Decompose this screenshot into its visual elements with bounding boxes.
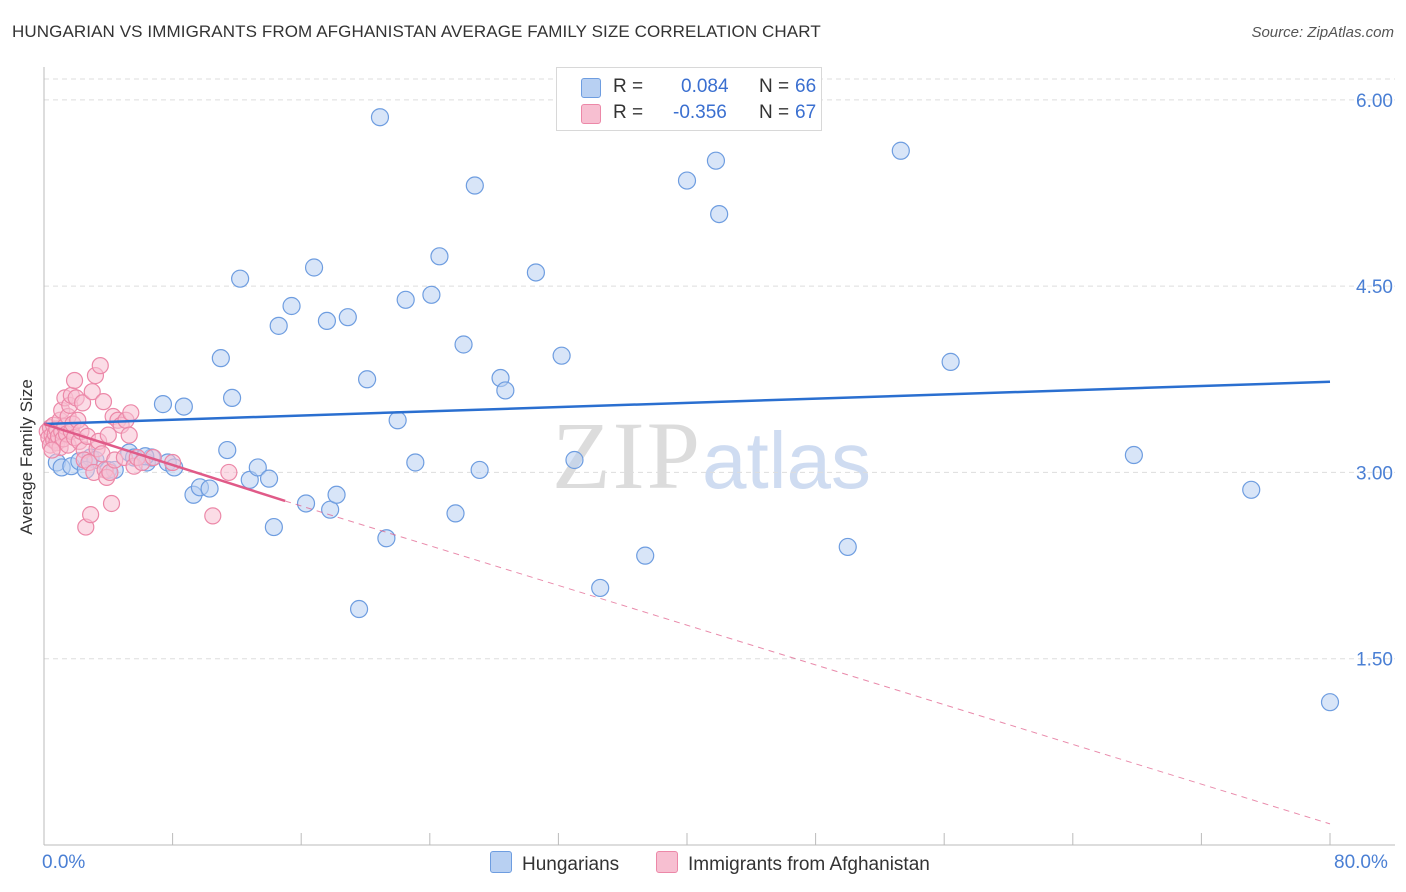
point-hungarians (338, 308, 357, 327)
legend-r-label: R = (613, 76, 644, 97)
point-hungarians (838, 537, 857, 557)
point-hungarians (677, 171, 697, 190)
point-afghanistan (94, 393, 113, 411)
point-hungarians (430, 247, 449, 266)
bottom-legend-label-afghanistan: Immigrants from Afghanistan (688, 854, 930, 875)
legend-n-value: 67 (795, 102, 817, 123)
point-hungarians (259, 469, 279, 488)
trend-line-extrapolated-afghanistan (284, 500, 1331, 825)
point-hungarians (1124, 445, 1143, 465)
point-hungarians (370, 108, 390, 127)
point-hungarians (446, 504, 465, 523)
legend-r-value: 0.084 (681, 76, 729, 97)
point-hungarians (269, 316, 288, 335)
point-hungarians (358, 370, 377, 389)
x-tick-label-min: 0.0% (42, 852, 86, 873)
point-hungarians (200, 479, 219, 498)
point-hungarians (327, 485, 346, 504)
y-tick-label: 3.00 (1356, 463, 1393, 484)
point-hungarians (591, 578, 610, 598)
point-hungarians (264, 517, 283, 537)
trend-line-hungarians (43, 380, 1331, 426)
legend-n-label: N = (759, 76, 790, 97)
point-hungarians (153, 395, 173, 414)
point-hungarians (941, 352, 960, 371)
point-hungarians (710, 204, 729, 224)
bottom-legend-label-hungarians: Hungarians (522, 854, 620, 875)
legend-swatch-afghanistan (581, 104, 601, 124)
chart-title: HUNGARIAN VS IMMIGRANTS FROM AFGHANISTAN… (12, 22, 821, 41)
bottom-legend-swatch-afghanistan (656, 851, 678, 873)
point-afghanistan (83, 383, 101, 401)
point-hungarians (174, 397, 193, 416)
point-hungarians (465, 176, 484, 195)
legend-n-label: N = (759, 102, 790, 123)
legend-n-value: 66 (795, 76, 817, 97)
point-afghanistan (122, 404, 140, 422)
point-afghanistan (82, 506, 100, 524)
point-hungarians (396, 290, 415, 309)
legend-swatch-hungarians (581, 78, 601, 98)
correlation-legend: R = 0.084 N = 66 R = -0.356 N = 67 (556, 67, 822, 131)
point-afghanistan (204, 507, 222, 525)
point-afghanistan (91, 357, 109, 375)
point-hungarians (349, 599, 369, 619)
legend-r-label: R = (613, 102, 644, 123)
y-tick-label: 1.50 (1356, 650, 1393, 671)
point-hungarians (231, 269, 250, 288)
point-hungarians (422, 285, 441, 304)
watermark-atlas: atlas (702, 416, 871, 505)
trend-line-afghanistan (43, 422, 286, 503)
source-label: Source: ZipAtlas.com (1251, 24, 1394, 41)
point-hungarians (565, 450, 584, 470)
point-afghanistan (43, 441, 61, 459)
bottom-legend-swatch-hungarians (490, 851, 512, 873)
point-afghanistan (65, 371, 84, 390)
point-hungarians (304, 258, 324, 277)
point-hungarians (496, 381, 515, 400)
point-hungarians (526, 263, 545, 282)
point-hungarians (406, 453, 425, 472)
point-hungarians (636, 546, 655, 565)
point-hungarians (317, 311, 337, 331)
point-hungarians (1242, 480, 1261, 499)
point-afghanistan (102, 494, 121, 513)
point-hungarians (470, 460, 489, 480)
point-hungarians (222, 388, 242, 408)
x-tick-label-max: 80.0% (1334, 852, 1388, 873)
point-hungarians (1320, 693, 1340, 712)
point-hungarians (248, 458, 267, 477)
point-afghanistan (120, 426, 138, 444)
point-hungarians (377, 529, 396, 548)
point-hungarians (218, 440, 237, 460)
point-hungarians (296, 494, 316, 513)
y-tick-label: 4.50 (1356, 277, 1393, 298)
y-tick-label: 6.00 (1356, 91, 1393, 112)
point-hungarians (388, 411, 407, 430)
point-afghanistan (73, 394, 92, 412)
point-hungarians (706, 151, 726, 170)
point-hungarians (891, 141, 910, 160)
legend-r-value: -0.356 (673, 102, 727, 123)
point-hungarians (552, 346, 571, 365)
point-hungarians (211, 349, 230, 368)
point-afghanistan (99, 426, 117, 444)
point-hungarians (282, 296, 301, 316)
bottom-legend-afghanistan: Immigrants from Afghanistan (656, 851, 930, 877)
point-hungarians (454, 335, 473, 354)
point-afghanistan (220, 463, 238, 482)
bottom-legend-hungarians: Hungarians (490, 851, 619, 877)
